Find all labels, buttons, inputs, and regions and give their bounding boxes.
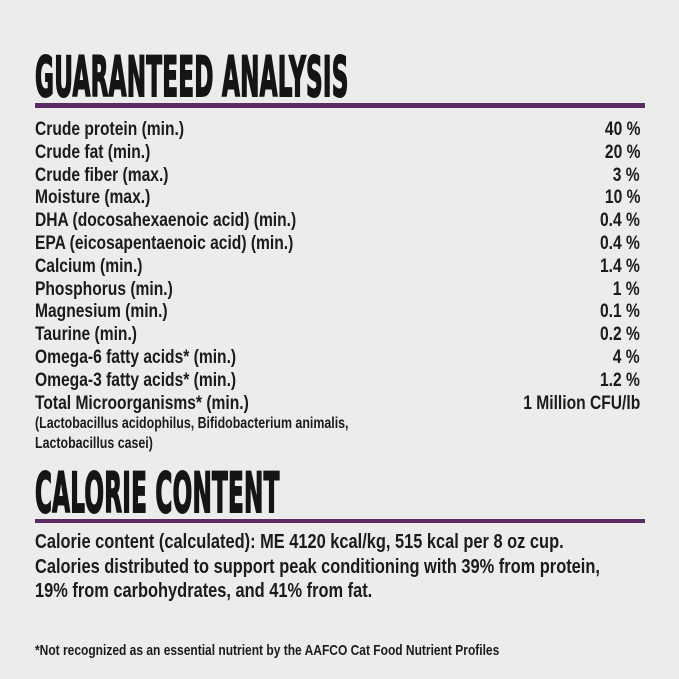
calorie-content-divider <box>35 518 645 523</box>
calorie-text-line: Calories distributed to support peak con… <box>35 554 600 578</box>
table-row: Moisture (max.) 10 % <box>35 186 640 209</box>
table-row: Crude fat (min.) 20 % <box>35 141 640 164</box>
nutrient-label: Crude fat (min.) <box>35 140 151 163</box>
guaranteed-analysis-title: GUARANTEED ANALYSIS <box>35 45 349 109</box>
nutrient-value: 1 % <box>613 277 640 300</box>
microorganisms-note-line: (Lactobacillus acidophilus, Bifidobacter… <box>35 415 349 432</box>
guaranteed-analysis-heading: GUARANTEED ANALYSIS <box>35 45 679 109</box>
nutrient-value: 3 % <box>613 163 640 186</box>
calorie-content-title: CALORIE CONTENT <box>35 461 280 525</box>
guaranteed-analysis-table: Crude protein (min.) 40 % Crude fat (min… <box>35 118 640 414</box>
nutrient-label: Taurine (min.) <box>35 323 137 346</box>
nutrient-label: Phosphorus (min.) <box>35 277 173 300</box>
table-row: Omega-6 fatty acids* (min.) 4 % <box>35 346 640 369</box>
nutrient-label: Magnesium (min.) <box>35 300 168 323</box>
aafco-footnote: *Not recognized as an essential nutrient… <box>35 641 615 660</box>
nutrient-label: DHA (docosahexaenoic acid) (min.) <box>35 209 297 232</box>
nutrient-value: 1.2 % <box>600 368 640 391</box>
table-row: Omega-3 fatty acids* (min.) 1.2 % <box>35 369 640 392</box>
table-row: Crude protein (min.) 40 % <box>35 118 640 141</box>
table-row: Calcium (min.) 1.4 % <box>35 255 640 278</box>
table-row: Crude fiber (max.) 3 % <box>35 164 640 187</box>
nutrient-value: 0.4 % <box>600 231 640 254</box>
table-row: DHA (docosahexaenoic acid) (min.) 0.4 % <box>35 209 640 232</box>
calorie-content-text: Calorie content (calculated): ME 4120 kc… <box>35 530 679 604</box>
guaranteed-analysis-divider <box>35 103 645 108</box>
nutrient-label: Omega-3 fatty acids* (min.) <box>35 368 237 391</box>
table-row: Taurine (min.) 0.2 % <box>35 323 640 346</box>
aafco-footnote-text: *Not recognized as an essential nutrient… <box>35 642 500 659</box>
table-row: Total Microorganisms* (min.) 1 Million C… <box>35 392 640 415</box>
nutrient-label: Calcium (min.) <box>35 254 143 277</box>
nutrient-label: Moisture (max.) <box>35 186 151 209</box>
table-row: Phosphorus (min.) 1 % <box>35 278 640 301</box>
nutrient-value: 20 % <box>604 140 640 163</box>
nutrient-label: Crude protein (min.) <box>35 118 185 140</box>
microorganisms-note: (Lactobacillus acidophilus, Bifidobacter… <box>35 414 427 453</box>
nutrient-value: 1.4 % <box>600 254 640 277</box>
nutrient-value: 10 % <box>604 186 640 209</box>
nutrient-label: Total Microorganisms* (min.) <box>35 391 249 414</box>
nutrient-value: 0.1 % <box>600 300 640 323</box>
nutrient-value: 0.2 % <box>600 323 640 346</box>
table-row: Magnesium (min.) 0.1 % <box>35 300 640 323</box>
nutrient-label: EPA (eicosapentaenoic acid) (min.) <box>35 231 294 254</box>
nutrient-label: Crude fiber (max.) <box>35 163 169 186</box>
nutrient-value: 1 Million CFU/lb <box>523 391 640 414</box>
calorie-content-heading: CALORIE CONTENT <box>35 461 617 525</box>
nutrient-label: Omega-6 fatty acids* (min.) <box>35 345 237 368</box>
nutrient-value: 40 % <box>604 118 640 140</box>
table-row: EPA (eicosapentaenoic acid) (min.) 0.4 % <box>35 232 640 255</box>
microorganisms-note-line: Lactobacillus casei) <box>35 434 153 452</box>
nutrient-value: 4 % <box>613 345 640 368</box>
nutrient-value: 0.4 % <box>600 209 640 232</box>
calorie-text-line: Calorie content (calculated): ME 4120 kc… <box>35 530 564 553</box>
calorie-text-line: 19% from carbohydrates, and 41% from fat… <box>35 579 373 603</box>
